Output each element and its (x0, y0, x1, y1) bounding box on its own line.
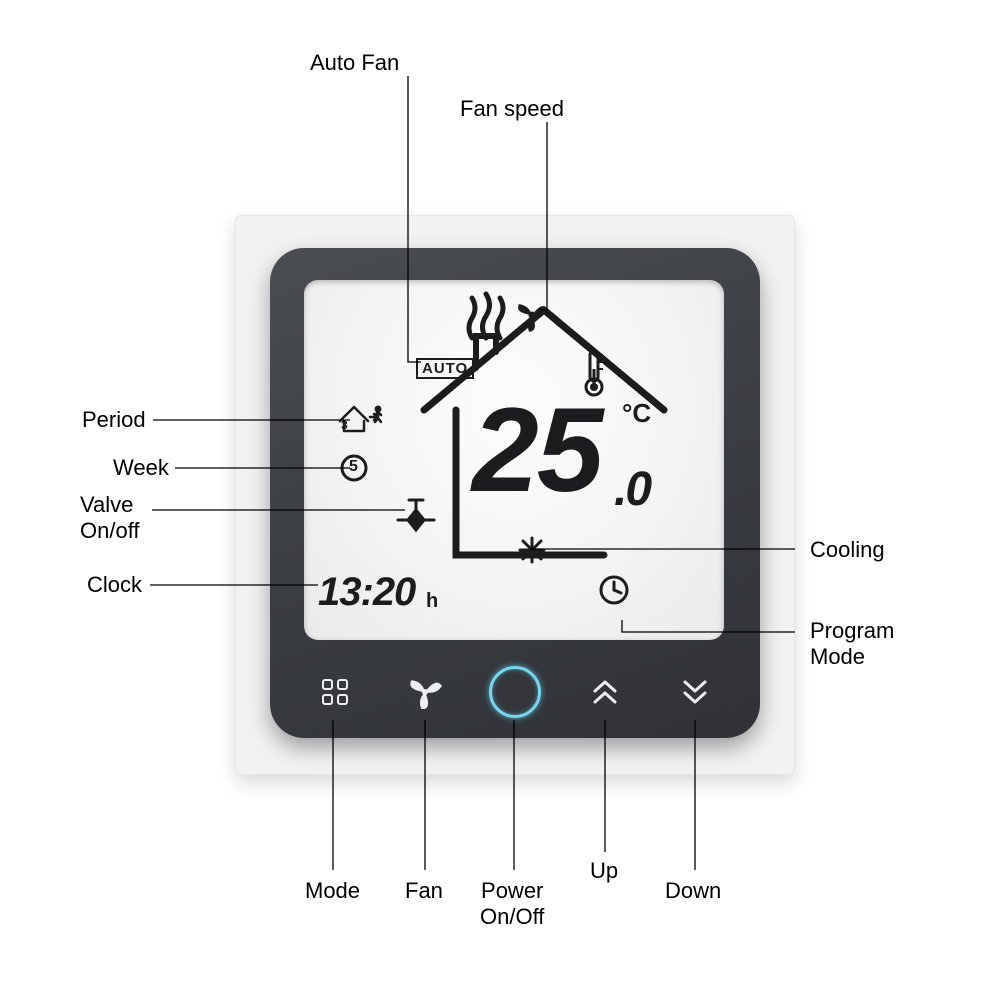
up-button[interactable] (575, 662, 635, 722)
label-cooling: Cooling (810, 537, 885, 563)
device-lcd: AUTO 3 5 25 .0 °C 13:20 h (304, 280, 724, 640)
power-button[interactable] (485, 662, 545, 722)
power-ring-icon (489, 666, 541, 718)
lcd-clock-suffix: h (426, 590, 438, 613)
button-row (290, 660, 740, 724)
mode-button[interactable] (305, 662, 365, 722)
lcd-temp-minor: .0 (614, 462, 650, 517)
lcd-week-value: 5 (349, 458, 358, 476)
label-valve: Valve On/off (80, 492, 140, 544)
label-power: Power On/Off (480, 878, 544, 930)
lcd-auto-badge: AUTO (416, 358, 474, 379)
lcd-temp-major: 25 (472, 390, 601, 510)
lcd-clock: 13:20 (318, 570, 415, 615)
label-up: Up (590, 858, 618, 884)
label-program: Program Mode (810, 618, 894, 670)
chevrons-up-icon (590, 678, 620, 706)
fan-button[interactable] (395, 662, 455, 722)
label-clock: Clock (87, 572, 142, 598)
down-button[interactable] (665, 662, 725, 722)
label-auto-fan: Auto Fan (310, 50, 399, 76)
label-down: Down (665, 878, 721, 904)
label-mode: Mode (305, 878, 360, 904)
label-week: Week (113, 455, 169, 481)
grid-icon (320, 677, 350, 707)
diagram-stage: AUTO 3 5 25 .0 °C 13:20 h (0, 0, 1000, 1000)
chevrons-down-icon (680, 678, 710, 706)
label-fan-speed: Fan speed (460, 96, 564, 122)
label-fan: Fan (405, 878, 443, 904)
fan-icon (408, 675, 442, 709)
lcd-period-value: 3 (341, 418, 348, 432)
label-period: Period (82, 407, 146, 433)
lcd-temp-unit: °C (622, 398, 651, 429)
